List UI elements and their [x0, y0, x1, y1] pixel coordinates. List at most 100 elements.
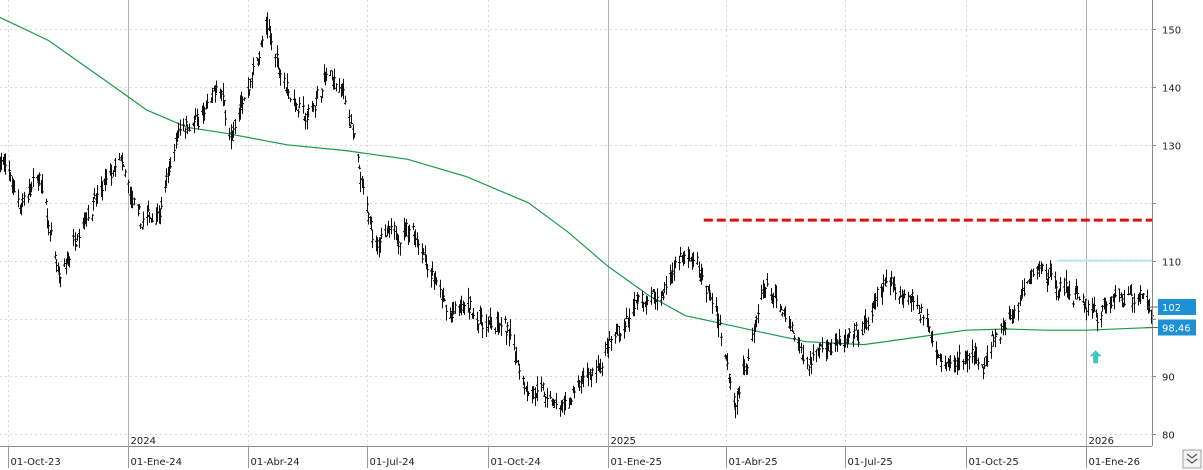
ohlc-bar: [679, 246, 682, 258]
ohlc-bar: [830, 339, 833, 356]
ohlc-bar: [654, 291, 657, 310]
ohlc-bar: [1078, 296, 1081, 301]
ohlc-bar: [1059, 277, 1062, 292]
ohlc-bar: [726, 353, 729, 370]
ohlc-bar: [426, 264, 429, 278]
ohlc-bar: [45, 198, 48, 205]
ohlc-bar: [992, 334, 995, 347]
ohlc-bar: [234, 119, 237, 134]
ohlc-bar: [239, 95, 242, 120]
ohlc-bar: [766, 273, 769, 287]
ohlc-bar: [210, 97, 213, 103]
ohlc-bar: [624, 321, 627, 332]
ohlc-bar: [390, 218, 393, 235]
ohlc-bar: [276, 45, 279, 68]
ohlc-bar: [30, 181, 33, 193]
ohlc-bar: [302, 96, 305, 114]
ohlc-bar: [931, 330, 934, 347]
x-tick-label: 01-Oct-24: [491, 457, 541, 468]
ohlc-bar: [591, 367, 594, 376]
ohlc-bar: [306, 111, 309, 130]
scroll-down-button[interactable]: [1182, 449, 1202, 469]
ohlc-bar: [608, 331, 611, 341]
ohlc-bar: [505, 331, 508, 346]
ohlc-bar: [21, 193, 24, 208]
ohlc-bar: [912, 296, 915, 311]
ohlc-bar: [855, 321, 858, 331]
ohlc-bar: [582, 367, 585, 388]
ohlc-bar: [587, 367, 590, 387]
ohlc-bar: [939, 353, 942, 362]
ohlc-bar: [38, 172, 41, 185]
ohlc-bar: [1050, 263, 1053, 280]
ohlc-bar: [342, 78, 345, 100]
ohlc-bar: [821, 337, 824, 353]
ohlc-bar: [1087, 300, 1090, 316]
ohlc-bar: [656, 288, 659, 311]
ohlc-bar: [867, 317, 870, 331]
ohlc-bar: [711, 293, 714, 314]
ohlc-bar: [1100, 311, 1103, 328]
ohlc-bar: [270, 33, 273, 51]
double-chevron-down-icon: [1186, 453, 1198, 464]
ohlc-bar: [417, 239, 420, 255]
ohlc-bar: [1032, 268, 1035, 277]
ohlc-bar: [454, 301, 457, 314]
ohlc-bar: [540, 376, 543, 392]
ohlc-bar: [652, 289, 655, 293]
ohlc-bar: [304, 112, 307, 130]
ohlc-bar: [720, 332, 723, 347]
ohlc-bar: [469, 296, 472, 310]
ohlc-bar: [388, 226, 391, 238]
ohlc-bar: [885, 269, 888, 284]
ohlc-bar: [757, 304, 760, 324]
ohlc-bar: [1118, 288, 1121, 303]
ohlc-bar: [1076, 286, 1079, 300]
ohlc-bar: [674, 256, 677, 269]
ohlc-bar: [179, 119, 182, 136]
ohlc-bar: [75, 244, 78, 247]
ohlc-bar: [945, 362, 948, 372]
ohlc-bar: [451, 302, 454, 323]
ohlc-bar: [994, 328, 997, 348]
ohlc-bar: [63, 258, 66, 268]
ohlc-bar: [59, 276, 62, 288]
ohlc-bar: [13, 180, 16, 193]
ohlc-bar: [220, 89, 223, 101]
price-tag-label: 98,46: [1162, 323, 1191, 334]
ohlc-bar: [780, 306, 783, 311]
ohlc-bar: [903, 289, 906, 299]
ohlc-bar: [633, 292, 636, 317]
ohlc-bar: [1002, 317, 1005, 336]
ohlc-bar: [865, 318, 868, 330]
ohlc-bar: [1009, 309, 1012, 321]
ohlc-bar: [601, 362, 604, 377]
ohlc-bar: [87, 204, 90, 221]
ohlc-bar: [72, 229, 75, 247]
ohlc-bar: [604, 341, 607, 357]
ohlc-bar: [616, 323, 619, 336]
ohlc-bar: [228, 127, 231, 141]
ohlc-bar: [836, 340, 839, 352]
ohlc-bar: [287, 89, 290, 100]
ohlc-bar: [477, 323, 480, 334]
ohlc-bar: [47, 220, 50, 236]
ohlc-bar: [1123, 290, 1126, 307]
ohlc-bar: [101, 181, 104, 201]
ohlc-bar: [408, 224, 411, 243]
y-tick-label: 130: [1162, 142, 1181, 153]
ohlc-bar: [975, 346, 978, 364]
ohlc-bar: [691, 253, 694, 270]
ohlc-bar: [375, 235, 378, 252]
ohlc-bar: [564, 392, 567, 411]
ohlc-bar: [636, 292, 639, 310]
ohlc-bar: [369, 216, 372, 225]
ohlc-bar: [194, 108, 197, 120]
ohlc-bar: [184, 127, 187, 139]
ohlc-bar: [515, 346, 518, 364]
ohlc-bar: [214, 85, 217, 103]
ohlc-bar: [806, 356, 809, 370]
ohlc-bar: [982, 367, 985, 380]
ohlc-bar: [736, 390, 739, 415]
